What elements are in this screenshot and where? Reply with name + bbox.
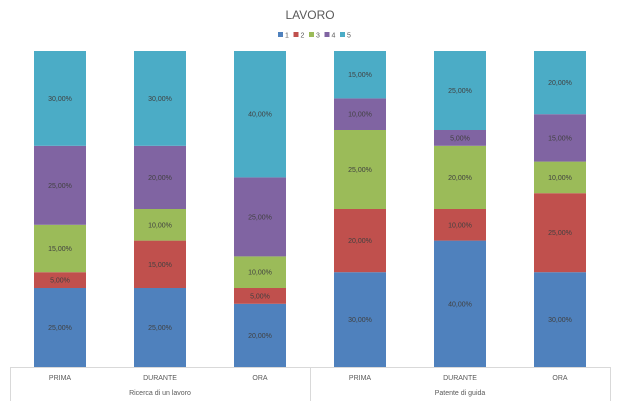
category-label: DURANTE <box>143 375 177 382</box>
bar-segment-1 <box>34 288 86 367</box>
data-label: 20,00% <box>248 333 272 340</box>
bar-segment-1 <box>134 288 186 367</box>
data-label: 25,00% <box>248 214 272 221</box>
legend-swatch-2 <box>293 32 299 37</box>
category-label: PRIMA <box>349 375 372 382</box>
legend-swatch-3 <box>309 32 314 37</box>
data-label: 25,00% <box>48 325 72 332</box>
data-label: 30,00% <box>548 317 572 324</box>
bar-segment-4 <box>334 98 386 130</box>
bar-segment-1 <box>234 303 286 367</box>
bar-segment-4 <box>34 145 86 225</box>
category-label: ORA <box>252 375 268 382</box>
data-label: 5,00% <box>50 278 70 285</box>
data-label: 10,00% <box>148 222 172 229</box>
data-label: 20,00% <box>548 80 572 87</box>
bar-segment-3 <box>534 161 586 194</box>
data-label: 10,00% <box>348 112 372 119</box>
bar-segment-1 <box>534 272 586 367</box>
bar-segment-2 <box>34 272 86 288</box>
bar-segment-3 <box>134 209 186 241</box>
group-label: Ricerca di un lavoro <box>129 390 191 397</box>
bar-segment-3 <box>434 145 486 209</box>
data-label: 15,00% <box>348 72 372 79</box>
data-label: 25,00% <box>148 325 172 332</box>
bar-segment-5 <box>234 51 286 178</box>
data-label: 40,00% <box>248 112 272 119</box>
data-label: 15,00% <box>148 262 172 269</box>
data-label: 25,00% <box>548 230 572 237</box>
legend-label-4: 4 <box>332 33 336 40</box>
data-label: 25,00% <box>348 167 372 174</box>
bar-segment-4 <box>534 114 586 162</box>
legend-label-1: 1 <box>285 33 289 40</box>
data-label: 15,00% <box>48 246 72 253</box>
bar-segment-2 <box>234 288 286 304</box>
legend-swatch-4 <box>324 32 330 37</box>
group-label: Patente di guida <box>435 390 486 397</box>
legend-swatch-1 <box>278 32 283 37</box>
data-label: 10,00% <box>448 222 472 229</box>
data-label: 30,00% <box>48 96 72 103</box>
data-label: 25,00% <box>448 88 472 95</box>
data-label: 20,00% <box>448 175 472 182</box>
bar-segment-3 <box>234 256 286 288</box>
bar-segment-1 <box>334 272 386 367</box>
legend-label-3: 3 <box>316 33 320 40</box>
legend-label-2: 2 <box>301 33 305 40</box>
bar-segment-5 <box>534 51 586 115</box>
data-label: 10,00% <box>248 270 272 277</box>
data-label: 30,00% <box>348 317 372 324</box>
data-label: 20,00% <box>148 175 172 182</box>
bar-segment-5 <box>134 51 186 146</box>
data-label: 10,00% <box>548 175 572 182</box>
legend-label-5: 5 <box>347 33 351 40</box>
bar-segment-2 <box>334 209 386 273</box>
legend: 1 2 3 4 5 <box>278 32 351 40</box>
legend-swatch-5 <box>340 32 345 37</box>
bar-segment-2 <box>134 240 186 288</box>
data-label: 25,00% <box>48 183 72 190</box>
bar-segment-2 <box>434 209 486 241</box>
bar-segment-2 <box>534 193 586 273</box>
category-label: ORA <box>552 375 568 382</box>
data-label: 40,00% <box>448 301 472 308</box>
data-label: 30,00% <box>148 96 172 103</box>
bar-segment-5 <box>34 51 86 146</box>
data-label: 15,00% <box>548 135 572 142</box>
data-label: 5,00% <box>450 135 470 142</box>
bar-segment-5 <box>434 51 486 130</box>
chart-title: LAVORO <box>285 8 334 22</box>
bar-segment-4 <box>434 130 486 146</box>
bar-segment-3 <box>34 224 86 273</box>
bar-segment-1 <box>434 240 486 367</box>
bars: 25,00% 5,00% 15,00% 25,00% 30,00% 25,00% 15,00… <box>34 51 586 367</box>
data-label: 20,00% <box>348 238 372 245</box>
category-label: DURANTE <box>443 375 477 382</box>
bar-segment-5 <box>334 51 386 99</box>
bar-segment-4 <box>134 145 186 209</box>
data-label: 5,00% <box>250 293 270 300</box>
x-axis: PRIMA DURANTE ORA PRIMA DURANTE ORA Ricerca di… <box>10 367 611 401</box>
bar-segment-4 <box>234 177 286 257</box>
category-label: PRIMA <box>49 375 72 382</box>
bar-segment-3 <box>334 130 386 209</box>
